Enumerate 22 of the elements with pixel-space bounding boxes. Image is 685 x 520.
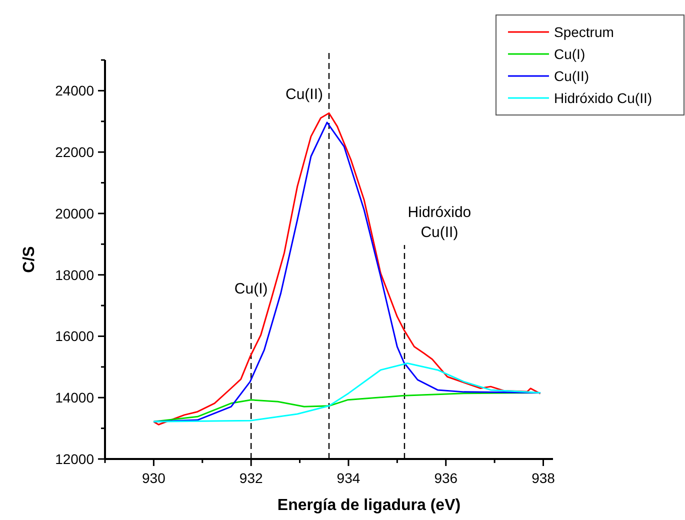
y-tick-label: 14000: [55, 390, 94, 406]
y-tick-label: 18000: [55, 266, 94, 283]
y-tick-label: 16000: [55, 328, 94, 344]
line-series: [152, 362, 542, 422]
ref-line-label: Hidróxido Cu(II): [408, 204, 472, 241]
y-tick-label: 24000: [55, 82, 94, 99]
legend-label: Hidróxido Cu(II): [554, 90, 652, 106]
x-tick-label: 932: [239, 470, 263, 486]
legend-label: Spectrum: [554, 24, 614, 40]
ref-line-label: Cu(II): [286, 86, 324, 104]
x-axis-title: Energía de ligadura (eV): [277, 497, 461, 514]
y-tick-label: 22000: [55, 144, 94, 160]
y-tick-label: 20000: [55, 205, 94, 222]
x-tick-label: 938: [532, 470, 556, 486]
y-tick-label: 12000: [55, 451, 94, 467]
legend-label: Cu(I): [554, 46, 586, 62]
x-tick-label: 930: [142, 470, 166, 486]
ref-line-label: Cu(I): [234, 280, 268, 298]
x-tick-label: 936: [434, 470, 458, 486]
y-axis-title: C/S: [21, 246, 38, 273]
x-tick-label: 934: [336, 470, 360, 486]
legend-label: Cu(II): [554, 68, 589, 84]
